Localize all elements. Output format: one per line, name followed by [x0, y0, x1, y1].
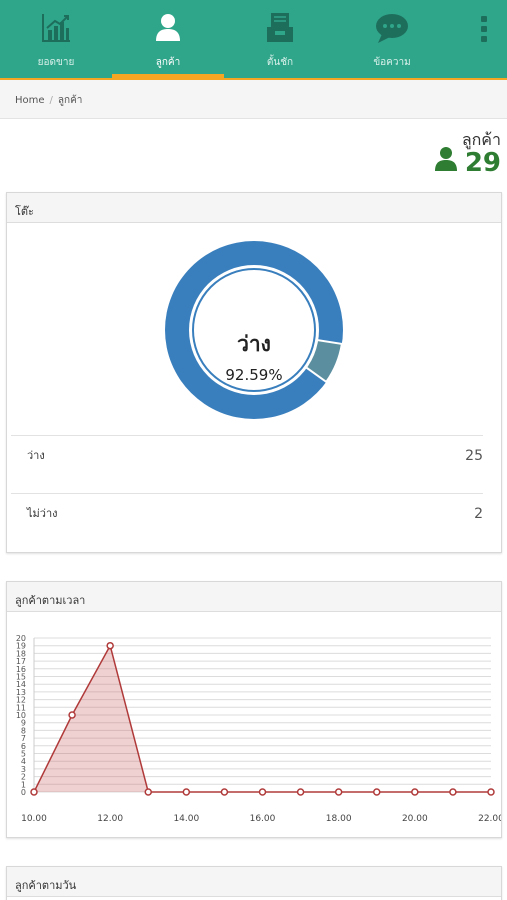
- donut-chart: ว่าง 92.59%: [7, 229, 501, 434]
- table-status-panel: โต๊ะ ว่าง 92.59% ว่าง 25 ไม่ว่าง 2: [6, 192, 502, 553]
- x-tick-label: 12.00: [97, 814, 123, 824]
- breadcrumb: Home / ลูกค้า: [0, 80, 507, 119]
- row-value: 2: [474, 506, 483, 522]
- nav-label-messages: ข้อความ: [373, 57, 411, 68]
- y-tick-label: 12: [16, 696, 26, 705]
- y-tick-label: 7: [21, 734, 26, 743]
- y-tick-label: 20: [16, 634, 26, 643]
- top-nav: ยอดขาย ลูกค้า ตั้นชัก: [0, 0, 507, 80]
- y-tick-label: 13: [16, 688, 26, 697]
- customers-count: 29: [464, 147, 501, 178]
- user-icon: [153, 12, 183, 46]
- row-value: 25: [465, 448, 483, 464]
- x-tick-label: 20.00: [402, 814, 428, 824]
- row-label: ว่าง: [27, 449, 45, 462]
- y-tick-label: 9: [21, 719, 26, 728]
- donut-inner-ring: [192, 268, 316, 392]
- nav-tab-customers[interactable]: ลูกค้า: [112, 0, 224, 76]
- y-tick-label: 10: [16, 711, 26, 720]
- data-point: [487, 788, 495, 796]
- x-tick-label: 22.00: [478, 814, 501, 824]
- y-tick-label: 3: [21, 765, 26, 774]
- y-tick-label: 19: [16, 642, 26, 651]
- donut-hole: [189, 265, 319, 395]
- y-tick-label: 15: [16, 673, 26, 682]
- nav-tab-drawer[interactable]: ตั้นชัก: [224, 0, 336, 76]
- data-point: [334, 788, 343, 796]
- more-menu-icon[interactable]: [476, 16, 492, 46]
- active-tab-indicator: [112, 74, 224, 79]
- data-point: [68, 711, 76, 719]
- panel-title: โต๊ะ: [7, 193, 501, 223]
- bar-chart-icon: [40, 12, 72, 48]
- y-tick-label: 1: [21, 780, 26, 789]
- customers-title: ลูกค้า: [461, 130, 501, 149]
- donut-svg: [165, 241, 344, 419]
- y-tick-label: 0: [21, 788, 26, 797]
- y-tick-label: 5: [21, 750, 26, 759]
- data-point: [30, 788, 38, 796]
- y-tick-label: 8: [21, 726, 26, 735]
- donut-center-label: ว่าง: [237, 332, 271, 356]
- x-tick-label: 10.00: [21, 814, 47, 824]
- nav-tab-sales[interactable]: ยอดขาย: [0, 0, 112, 76]
- x-tick-label: 14.00: [173, 814, 199, 824]
- status-row-busy: ไม่ว่าง 2: [11, 493, 483, 551]
- data-point: [373, 788, 381, 796]
- y-tick-label: 6: [21, 742, 26, 751]
- series-area: [34, 645, 491, 792]
- y-tick-label: 11: [16, 703, 26, 712]
- nav-label-drawer: ตั้นชัก: [266, 57, 294, 68]
- nav-tab-messages[interactable]: ข้อความ: [336, 0, 448, 76]
- status-row-free: ว่าง 25: [11, 435, 483, 493]
- data-point: [296, 788, 305, 796]
- data-point: [449, 788, 457, 796]
- x-tick-label: 18.00: [326, 814, 352, 824]
- data-point: [182, 788, 191, 796]
- data-point: [411, 788, 419, 796]
- row-label: ไม่ว่าง: [27, 507, 58, 520]
- archive-icon: [265, 12, 295, 48]
- donut-center-percent: 92.59%: [225, 366, 283, 384]
- y-tick-label: 4: [21, 757, 26, 766]
- nav-bottom-border: [0, 78, 507, 80]
- panel-title: ลูกค้าตามวัน: [7, 867, 501, 897]
- nav-label-sales: ยอดขาย: [37, 57, 75, 68]
- customers-count-block: 29: [434, 147, 501, 178]
- y-tick-label: 16: [16, 665, 26, 674]
- y-tick-label: 2: [21, 773, 26, 782]
- customers-by-time-panel: ลูกค้าตามเวลา 0 1 2 3 4 5 6 7 8 9 10 11 12 13 14 15 16 17…: [6, 581, 502, 838]
- breadcrumb-home[interactable]: Home: [15, 95, 45, 106]
- y-tick-label: 17: [16, 657, 26, 666]
- breadcrumb-current: ลูกค้า: [57, 95, 83, 106]
- nav-label-customers: ลูกค้า: [155, 57, 181, 68]
- breadcrumb-separator: /: [49, 95, 53, 106]
- data-point: [144, 788, 152, 796]
- data-point: [258, 788, 267, 796]
- chat-icon: [374, 12, 410, 48]
- data-point: [106, 641, 114, 650]
- data-point: [220, 788, 229, 796]
- x-tick-label: 16.00: [250, 814, 276, 824]
- y-tick-label: 14: [16, 680, 26, 689]
- panel-title: ลูกค้าตามเวลา: [7, 582, 501, 612]
- customers-by-day-panel: ลูกค้าตามวัน: [6, 866, 502, 900]
- y-tick-label: 18: [16, 649, 26, 658]
- user-icon: [434, 147, 457, 178]
